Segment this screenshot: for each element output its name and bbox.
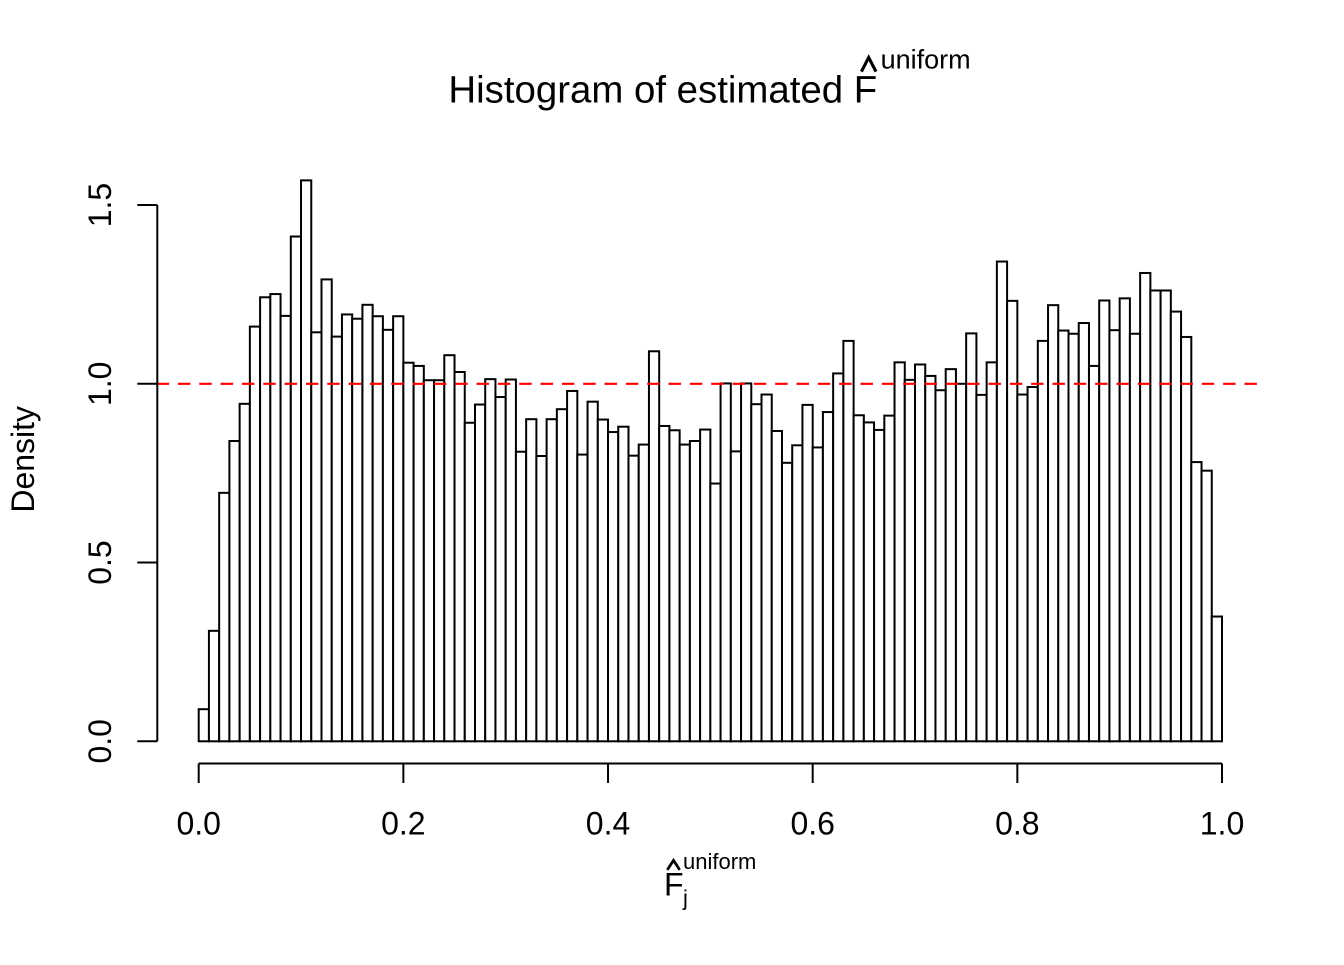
svg-text:0.0: 0.0 — [176, 806, 220, 842]
svg-text:0.6: 0.6 — [790, 806, 834, 842]
svg-text:Density: Density — [5, 406, 41, 513]
svg-text:Histogram of estimated F: Histogram of estimated F — [448, 69, 877, 112]
svg-text:0.4: 0.4 — [586, 806, 630, 842]
svg-text:0.0: 0.0 — [82, 719, 118, 763]
svg-text:0.2: 0.2 — [381, 806, 425, 842]
svg-text:1.0: 1.0 — [82, 362, 118, 406]
svg-text:0.8: 0.8 — [995, 806, 1039, 842]
svg-text:uniform: uniform — [881, 45, 971, 75]
svg-text:uniform: uniform — [683, 849, 756, 874]
svg-text:1.0: 1.0 — [1200, 806, 1244, 842]
svg-text:j: j — [682, 886, 688, 911]
svg-text:0.5: 0.5 — [82, 540, 118, 584]
svg-text:F: F — [664, 867, 684, 903]
svg-text:1.5: 1.5 — [82, 183, 118, 227]
